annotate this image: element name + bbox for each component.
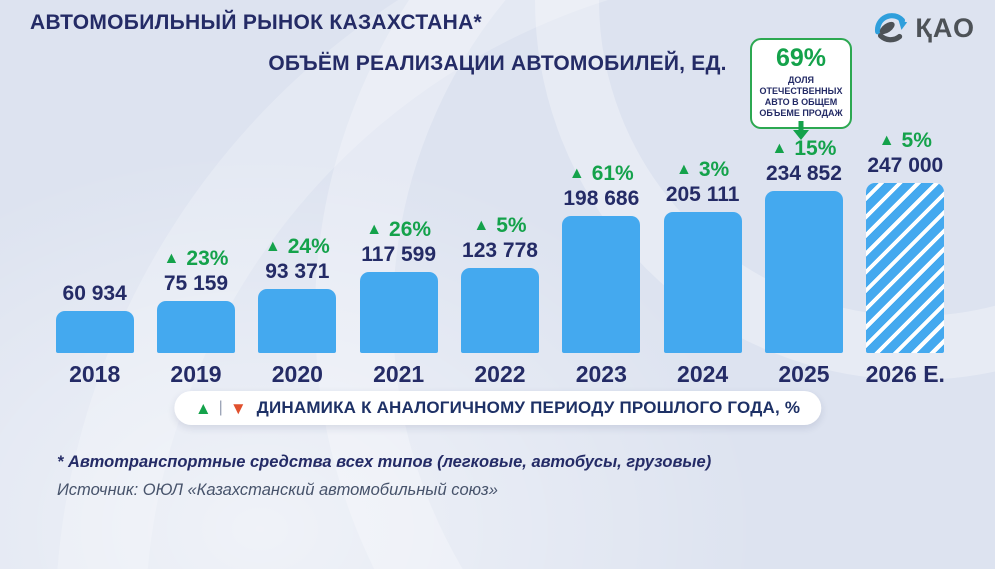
footnote: * Автотранспортные средства всех типов (… — [57, 453, 712, 471]
growth-label: ▲ 3% — [676, 157, 729, 183]
value-label: 117 599 — [361, 243, 437, 266]
callout-value: 69% — [775, 44, 827, 72]
value-label: 247 000 — [867, 154, 944, 177]
legend-separator: | — [218, 399, 223, 416]
logo: ҚАО — [872, 9, 975, 47]
chart-column-2025: ▲ 15% 234 852 2025 — [753, 128, 854, 390]
value-label: 60 934 — [62, 282, 127, 305]
triangle-up-icon: ▲ — [771, 140, 788, 157]
chart-title: ОБЪЁМ РЕАЛИЗАЦИИ АВТОМОБИЛЕЙ, ЕД. — [268, 52, 727, 75]
triangle-up-icon: ▲ — [473, 217, 490, 234]
year-label: 2022 — [474, 361, 526, 387]
legend-text: ДИНАМИКА К АНАЛОГИЧНОМУ ПЕРИОДУ ПРОШЛОГО… — [256, 398, 801, 417]
triangle-up-icon: ▲ — [676, 161, 692, 178]
source: Источник: ОЮЛ «Казахстанский автомобильн… — [57, 481, 498, 499]
bar — [258, 289, 337, 353]
triangle-up-icon: ▲ — [366, 221, 383, 238]
growth-label: ▲ 5% — [879, 128, 932, 154]
year-label: 2021 — [373, 361, 425, 387]
triangle-down-icon: ▼ — [229, 398, 247, 418]
growth-label: ▲ 23% — [164, 246, 229, 272]
growth-label: ▲ 26% — [366, 217, 431, 243]
triangle-up-icon: ▲ — [878, 132, 895, 149]
year-label: 2023 — [575, 361, 627, 387]
growth-label: ▲ 5% — [473, 213, 526, 239]
year-label: 2026 E. — [865, 361, 945, 387]
arrow-down-icon — [793, 121, 809, 140]
value-label: 123 778 — [462, 239, 538, 262]
year-label: 2020 — [271, 361, 323, 387]
bar — [663, 212, 742, 353]
year-label: 2018 — [69, 361, 121, 387]
chart-column-2022: ▲ 5% 123 778 2022 — [449, 128, 550, 390]
growth-label: ▲ 24% — [265, 234, 330, 260]
bar-chart: 60 934 2018 ▲ 23% 75 159 2019 ▲ 24% 93 371 2020 ▲ 2… — [44, 128, 956, 390]
value-label: 75 159 — [163, 272, 229, 295]
callout-label: ДОЛЯ ОТЕЧЕСТВЕННЫХ АВТО В ОБЩЕМ ОБЪЕМЕ П… — [759, 74, 843, 119]
bar — [156, 301, 235, 353]
triangle-up-icon: ▲ — [264, 238, 281, 255]
growth-value: 61% — [591, 162, 634, 185]
year-label: 2025 — [778, 361, 830, 387]
growth-label: ▲ 61% — [569, 161, 634, 187]
value-label: 93 371 — [265, 260, 330, 283]
bar-forecast — [866, 183, 945, 353]
growth-value: 23% — [186, 247, 229, 270]
value-label: 234 852 — [766, 162, 842, 185]
chart-column-2024: ▲ 3% 205 111 2024 — [652, 128, 753, 390]
growth-value: 5% — [901, 129, 932, 152]
chart-column-2021: ▲ 26% 117 599 2021 — [348, 128, 449, 390]
chart-column-2018: 60 934 2018 — [44, 128, 145, 390]
value-label: 198 686 — [563, 187, 640, 210]
triangle-up-icon: ▲ — [163, 250, 180, 267]
chart-column-2020: ▲ 24% 93 371 2020 — [247, 128, 348, 390]
bar — [55, 311, 134, 353]
chart-column-2026-e.: ▲ 5% 247 000 2026 E. — [855, 128, 956, 390]
growth-value: 24% — [287, 235, 330, 258]
value-label: 205 111 — [665, 183, 740, 206]
legend: ▲ | ▼ ДИНАМИКА К АНАЛОГИЧНОМУ ПЕРИОДУ ПР… — [173, 391, 822, 425]
logo-text: ҚАО — [915, 12, 975, 43]
growth-value: 5% — [496, 214, 527, 237]
bar — [764, 191, 843, 353]
bar — [460, 268, 539, 353]
growth-value: 3% — [698, 158, 730, 181]
callout-domestic-share: 69% ДОЛЯ ОТЕЧЕСТВЕННЫХ АВТО В ОБЩЕМ ОБЪЕ… — [750, 38, 852, 129]
chart-column-2023: ▲ 61% 198 686 2023 — [551, 128, 652, 390]
bar — [359, 272, 438, 353]
page-title: АВТОМОБИЛЬНЫЙ РЫНОК КАЗАХСТАНА* — [30, 11, 483, 34]
growth-value: 15% — [794, 137, 837, 160]
bar — [562, 216, 641, 353]
triangle-up-icon: ▲ — [568, 165, 585, 182]
growth-value: 26% — [389, 218, 432, 241]
kao-logo-icon — [872, 9, 910, 47]
growth-label: ▲ 15% — [772, 136, 837, 162]
triangle-up-icon: ▲ — [194, 398, 212, 418]
chart-column-2019: ▲ 23% 75 159 2019 — [145, 128, 246, 390]
year-label: 2024 — [677, 361, 729, 387]
year-label: 2019 — [170, 361, 222, 387]
